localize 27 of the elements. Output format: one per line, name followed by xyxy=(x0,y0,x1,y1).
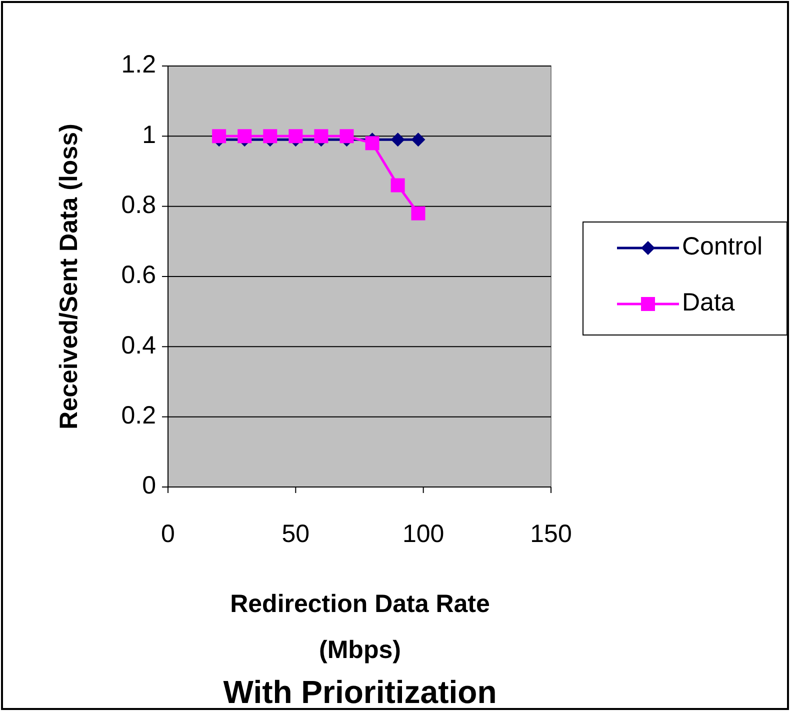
point xyxy=(411,206,426,220)
point xyxy=(390,178,405,192)
x-tick-label: 150 xyxy=(530,520,572,548)
x-tick-label: 100 xyxy=(402,520,444,548)
point xyxy=(238,129,252,144)
point xyxy=(365,136,380,150)
y-tick-label: 1.2 xyxy=(121,50,156,79)
legend-label: Control xyxy=(682,232,763,261)
text: With Prioritization xyxy=(223,674,497,710)
point xyxy=(314,129,328,144)
y-tick-label: 0.2 xyxy=(121,401,156,430)
point xyxy=(411,132,426,147)
y-tick-label: 0 xyxy=(142,472,156,500)
y-tick-label: 0.4 xyxy=(121,331,156,360)
y-tick-label: 0.8 xyxy=(121,190,156,219)
x-axis-title: Redirection Data Rate (Mbps) xyxy=(230,590,490,664)
point xyxy=(340,129,354,144)
y-tick-label: 1 xyxy=(142,120,156,149)
point xyxy=(212,129,226,144)
x-tick-label: 0 xyxy=(161,520,175,548)
point xyxy=(263,129,278,144)
legend-label: Data xyxy=(682,288,735,317)
y-axis-title: Received/Sent Data (loss) xyxy=(55,124,83,430)
x-tick-label: 50 xyxy=(282,520,310,548)
point xyxy=(288,129,303,144)
y-tick-label: 0.6 xyxy=(121,261,156,290)
point xyxy=(390,132,405,147)
